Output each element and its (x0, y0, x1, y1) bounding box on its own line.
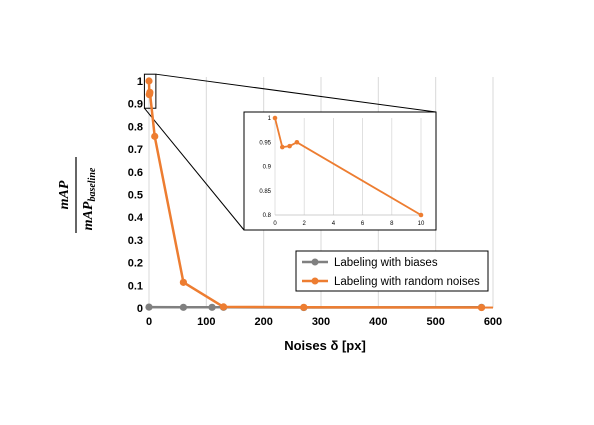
y-axis-label-denominator-base: mAP (81, 201, 96, 230)
inset-y-tick-label: 0.85 (259, 189, 271, 195)
data-point (220, 303, 227, 310)
legend: Labeling with biases Labeling with rando… (296, 251, 488, 291)
inset-y-tick-label: 0.95 (259, 140, 271, 146)
x-tick-label: 600 (484, 316, 502, 328)
y-tick-label: 0.7 (128, 144, 143, 156)
zoom-connector-line (156, 74, 436, 112)
y-tick-label: 0.1 (128, 280, 143, 292)
data-point (208, 304, 215, 311)
y-axis-label-denominator: mAPbaseline (81, 167, 98, 230)
inset-y-tick-label: 0.9 (263, 165, 272, 171)
legend-label-biases: Labeling with biases (334, 257, 438, 269)
inset-y-tick-label: 0.8 (263, 213, 272, 219)
data-point (300, 304, 307, 311)
inset-frame (244, 112, 436, 230)
data-point (180, 279, 187, 286)
y-tick-label: 0.3 (128, 235, 143, 247)
legend-marker-noises (312, 278, 319, 285)
data-point (145, 77, 152, 84)
x-tick-label: 500 (426, 316, 444, 328)
zoom-connector-line (144, 108, 244, 230)
inset-x-tick-label: 10 (418, 221, 425, 227)
y-tick-label: 0 (137, 303, 143, 315)
y-tick-label: 0.9 (128, 99, 143, 111)
inset-data-point (419, 213, 424, 218)
legend-label-noises: Labeling with random noises (334, 276, 480, 288)
inset-data-point (295, 140, 300, 145)
inset-data-point (273, 116, 278, 121)
y-axis-label: mAP mAPbaseline (57, 157, 98, 233)
y-tick-label: 0.4 (128, 212, 144, 224)
x-tick-label: 400 (369, 316, 387, 328)
y-axis-label-numerator: mAP (57, 180, 72, 209)
y-tick-label: 0.8 (128, 121, 143, 133)
y-tick-label: 1 (137, 76, 143, 88)
inset-data-point (287, 144, 292, 149)
x-tick-label: 300 (312, 316, 330, 328)
y-tick-label: 0.5 (128, 190, 143, 202)
data-point (145, 303, 152, 310)
data-point (146, 89, 153, 96)
data-point (151, 133, 158, 140)
y-tick-label: 0.6 (128, 167, 143, 179)
x-tick-label: 100 (197, 316, 215, 328)
legend-marker-biases (312, 259, 319, 266)
y-tick-label: 0.2 (128, 258, 143, 270)
x-tick-label: 200 (254, 316, 272, 328)
x-axis-label: Noises δ [px] (284, 338, 366, 353)
data-point (180, 304, 187, 311)
y-axis-label-denominator-subscript: baseline (87, 167, 98, 201)
x-tick-label: 0 (146, 316, 152, 328)
inset-data-point (280, 145, 285, 150)
